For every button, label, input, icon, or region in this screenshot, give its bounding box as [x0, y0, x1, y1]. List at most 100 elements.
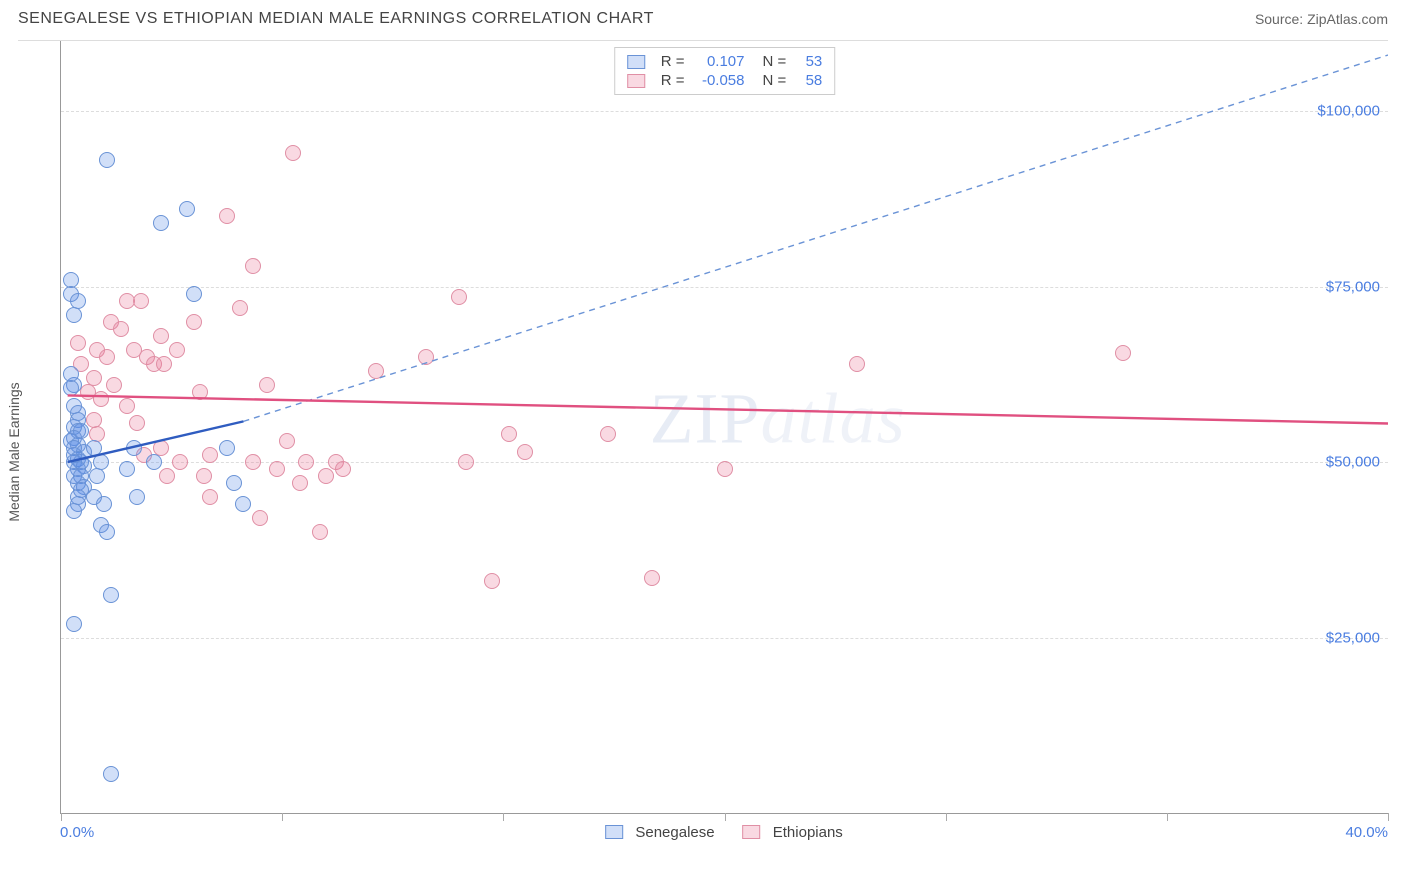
watermark: ZIPatlas — [650, 378, 906, 461]
legend-item: Senegalese — [605, 824, 714, 841]
ethiopian-point — [99, 349, 115, 365]
ethiopian-point — [192, 384, 208, 400]
legend-n-value: 53 — [794, 53, 822, 70]
ethiopian-point — [259, 377, 275, 393]
ethiopian-point — [232, 300, 248, 316]
ethiopian-point — [172, 454, 188, 470]
gridline — [61, 638, 1388, 639]
ethiopian-point — [600, 426, 616, 442]
ethiopian-point — [106, 377, 122, 393]
ethiopian-point — [113, 321, 129, 337]
trend-lines-layer — [61, 41, 1388, 813]
ethiopian-point — [153, 328, 169, 344]
ethiopian-point — [368, 363, 384, 379]
ethiopian-point — [133, 293, 149, 309]
ethiopian-point — [335, 461, 351, 477]
senegalese-point — [219, 440, 235, 456]
senegalese-point — [103, 766, 119, 782]
senegalese-point — [63, 380, 79, 396]
legend-n-label: N = — [763, 53, 787, 70]
senegalese-point — [129, 489, 145, 505]
senegalese-point — [103, 587, 119, 603]
senegalese-point — [66, 503, 82, 519]
senegalese-point — [126, 440, 142, 456]
senegalese-point — [66, 307, 82, 323]
ethiopian-point — [501, 426, 517, 442]
x-tick — [946, 813, 947, 821]
ethiopian-point — [156, 356, 172, 372]
chart-title: SENEGALESE VS ETHIOPIAN MEDIAN MALE EARN… — [18, 10, 654, 28]
ethiopian-point — [119, 398, 135, 414]
legend-swatch-icon — [605, 825, 623, 839]
y-tick-label: $100,000 — [1317, 103, 1380, 120]
x-tick — [282, 813, 283, 821]
legend-r-value: -0.058 — [693, 72, 745, 89]
ethiopian-point — [129, 415, 145, 431]
x-tick — [1388, 813, 1389, 821]
ethiopian-point — [318, 468, 334, 484]
x-axis: 0.0% Senegalese Ethiopians 40.0% — [60, 824, 1388, 848]
correlation-legend: R = 0.107 N = 53 R = -0.058 N = 58 — [614, 47, 836, 95]
senegalese-point — [153, 215, 169, 231]
ethiopian-point — [245, 454, 261, 470]
x-min-label: 0.0% — [60, 824, 94, 841]
gridline — [61, 111, 1388, 112]
ethiopian-point — [298, 454, 314, 470]
legend-row: R = -0.058 N = 58 — [627, 71, 823, 90]
legend-series-label: Ethiopians — [773, 824, 843, 841]
legend-series-label: Senegalese — [635, 824, 714, 841]
senegalese-point — [96, 496, 112, 512]
senegalese-point — [179, 201, 195, 217]
ethiopian-point — [279, 433, 295, 449]
ethiopian-point — [292, 475, 308, 491]
legend-item: Ethiopians — [743, 824, 843, 841]
ethiopian-point — [169, 342, 185, 358]
ethiopian-point — [93, 391, 109, 407]
ethiopian-point — [484, 573, 500, 589]
legend-r-label: R = — [661, 53, 685, 70]
gridline — [61, 287, 1388, 288]
x-tick — [503, 813, 504, 821]
ethiopian-point — [245, 258, 261, 274]
legend-swatch-icon — [627, 55, 645, 69]
chart-container: Median Male Earnings ZIPatlas R = 0.107 … — [18, 40, 1388, 862]
ethiopian-point — [644, 570, 660, 586]
ethiopian-point — [717, 461, 733, 477]
legend-swatch-icon — [743, 825, 761, 839]
senegalese-point — [99, 152, 115, 168]
ethiopian-point — [451, 289, 467, 305]
ethiopian-point — [517, 444, 533, 460]
senegalese-point — [226, 475, 242, 491]
ethiopian-point — [186, 314, 202, 330]
ethiopian-point — [285, 145, 301, 161]
ethiopian-point — [219, 208, 235, 224]
x-max-label: 40.0% — [1345, 824, 1388, 841]
x-tick — [61, 813, 62, 821]
plot-area: ZIPatlas R = 0.107 N = 53 R = -0.058 N =… — [60, 41, 1388, 814]
senegalese-point — [66, 616, 82, 632]
senegalese-point — [63, 366, 79, 382]
ethiopian-point — [86, 370, 102, 386]
senegalese-point — [119, 461, 135, 477]
y-tick-label: $25,000 — [1326, 629, 1380, 646]
source-label: Source: ZipAtlas.com — [1255, 11, 1388, 27]
legend-swatch-icon — [627, 74, 645, 88]
y-axis-label: Median Male Earnings — [6, 382, 22, 521]
senegalese-point — [146, 454, 162, 470]
ethiopian-point — [252, 510, 268, 526]
ethiopian-point — [418, 349, 434, 365]
ethiopian-point — [849, 356, 865, 372]
ethiopian-point — [269, 461, 285, 477]
y-tick-label: $50,000 — [1326, 454, 1380, 471]
x-tick — [1167, 813, 1168, 821]
ethiopian-point — [1115, 345, 1131, 361]
senegalese-point — [186, 286, 202, 302]
legend-r-label: R = — [661, 72, 685, 89]
series-legend: Senegalese Ethiopians — [605, 824, 843, 841]
senegalese-point — [99, 524, 115, 540]
senegalese-point — [235, 496, 251, 512]
ethiopian-point — [159, 468, 175, 484]
legend-n-value: 58 — [794, 72, 822, 89]
legend-r-value: 0.107 — [693, 53, 745, 70]
ethiopian-point — [202, 489, 218, 505]
